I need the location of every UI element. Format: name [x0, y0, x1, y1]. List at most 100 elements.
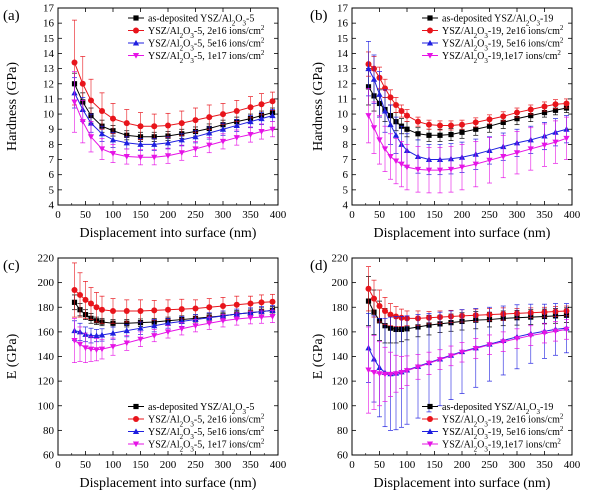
data-point	[500, 339, 507, 345]
x-tick-label: 300	[509, 209, 526, 221]
data-point	[220, 111, 226, 118]
y-tick-label: 4	[49, 200, 55, 212]
legend-marker	[132, 53, 140, 59]
y-tick-label: 120	[38, 376, 55, 388]
x-tick-label: 200	[160, 459, 177, 471]
data-point	[472, 119, 479, 126]
data-point	[123, 307, 130, 314]
data-point	[206, 304, 213, 311]
data-point	[472, 346, 479, 352]
y-tick-label: 5	[343, 184, 349, 196]
x-tick-label: 100	[399, 459, 416, 471]
x-tick-label: 0	[55, 459, 61, 471]
x-tick-label: 150	[426, 209, 443, 221]
y-tick-label: 17	[43, 3, 55, 15]
y-tick-label: 14	[337, 48, 349, 60]
x-tick-label: 400	[564, 209, 581, 221]
data-point	[233, 301, 240, 308]
data-point	[164, 153, 172, 159]
data-point	[123, 154, 130, 160]
y-tick-label: 13	[43, 63, 55, 75]
y-tick-label: 14	[43, 48, 55, 60]
data-point	[486, 116, 493, 123]
data-point	[486, 123, 493, 129]
y-tick-label: 120	[332, 376, 349, 388]
x-tick-label: 250	[481, 459, 498, 471]
panel-label: (a)	[3, 8, 20, 24]
legend-marker	[133, 403, 139, 410]
data-point	[425, 360, 433, 367]
data-point	[123, 139, 130, 146]
y-tick-label: 140	[38, 351, 55, 363]
x-tick-label: 50	[374, 209, 386, 221]
data-point	[552, 101, 559, 108]
data-point	[151, 123, 158, 130]
y-tick-label: 200	[332, 277, 349, 289]
data-point	[392, 132, 400, 138]
data-point	[387, 121, 394, 128]
data-point	[436, 167, 444, 174]
legend-marker	[133, 416, 139, 422]
data-point	[258, 129, 265, 135]
data-point	[178, 150, 185, 156]
legend-entry: YSZ/Al2O3-5, 1e17 ions/cm2	[148, 49, 265, 65]
data-point	[392, 158, 400, 165]
data-point	[398, 370, 405, 376]
data-point	[123, 340, 130, 347]
legend-entry: YSZ/Al2O3-5, 1e17 ions/cm2	[148, 438, 265, 454]
data-point	[219, 138, 227, 145]
data-point	[387, 154, 394, 160]
x-axis-title: Displacement into surface (nm)	[80, 226, 257, 241]
x-tick-label: 400	[270, 459, 287, 471]
data-point	[233, 122, 240, 128]
y-axis-title: E (GPa)	[5, 333, 20, 379]
legend-marker	[132, 428, 140, 434]
data-point	[93, 347, 100, 353]
data-point	[151, 154, 158, 161]
data-point	[376, 137, 383, 143]
y-tick-label: 60	[337, 450, 349, 462]
y-tick-label: 200	[38, 277, 55, 289]
data-point	[513, 336, 521, 342]
data-point	[88, 97, 94, 104]
data-point	[165, 306, 171, 313]
data-point	[370, 370, 378, 376]
data-point	[528, 112, 534, 119]
data-point	[79, 119, 86, 125]
legend-marker	[426, 428, 434, 434]
y-tick-label: 180	[38, 302, 55, 314]
data-point	[458, 349, 466, 356]
data-point	[415, 131, 421, 137]
data-point	[269, 298, 276, 305]
data-point	[381, 107, 389, 114]
data-point	[436, 357, 444, 363]
data-point	[426, 121, 432, 128]
data-point	[220, 303, 226, 310]
data-point	[137, 141, 144, 147]
data-point	[151, 141, 158, 147]
data-point	[552, 139, 559, 146]
y-tick-label: 80	[337, 425, 349, 437]
data-point	[192, 117, 199, 124]
data-point	[93, 304, 100, 311]
data-point	[527, 146, 534, 153]
panel-label: (b)	[310, 8, 328, 24]
x-tick-label: 350	[536, 209, 553, 221]
data-point	[381, 146, 389, 153]
data-point	[164, 329, 172, 335]
legend-marker	[133, 27, 139, 34]
series-line	[368, 63, 567, 126]
data-point	[247, 104, 254, 111]
legend-marker	[133, 15, 139, 21]
legend-entry: as-deposited YSZ/Al2O3-5	[148, 402, 254, 416]
data-point	[110, 307, 116, 314]
data-point	[381, 371, 389, 378]
data-point	[98, 130, 106, 137]
y-tick-label: 9	[343, 124, 349, 136]
x-tick-label: 250	[481, 209, 498, 221]
data-point	[82, 296, 89, 303]
data-point	[164, 320, 172, 326]
legend-entry: YSZ/Al2O3-19, 5e16 ions/cm2	[442, 425, 564, 441]
